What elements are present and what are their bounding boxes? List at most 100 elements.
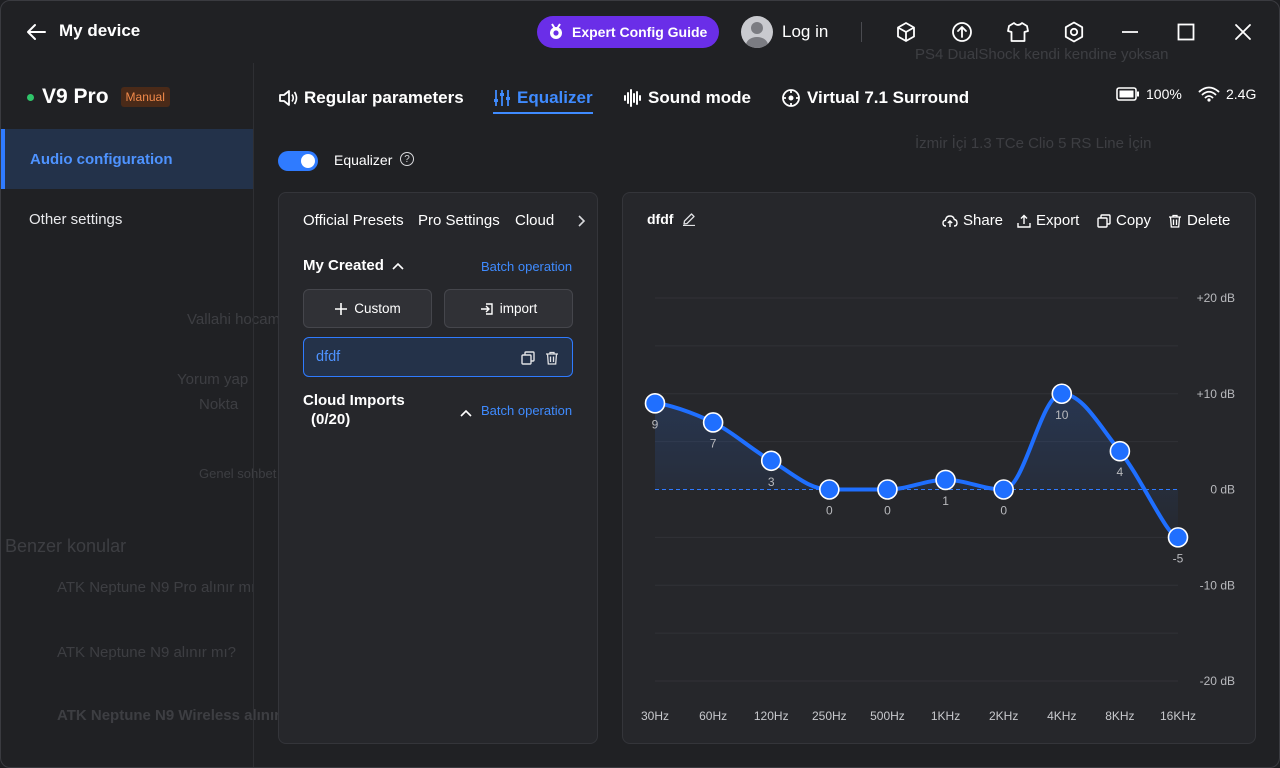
copy-label: Copy	[1116, 212, 1152, 229]
battery-status: 100%	[1116, 86, 1182, 102]
share-label: Share	[963, 212, 1004, 229]
import-button[interactable]: import	[444, 289, 573, 328]
tab-cloud[interactable]: Cloud	[515, 212, 555, 229]
ghost-text: İzmir İçi 1.3 TCe Clio 5 RS Line İçin	[915, 135, 1152, 152]
frequency-label: 1KHz	[931, 709, 960, 723]
my-created-header[interactable]: My Created	[303, 257, 404, 274]
equalizer-toggle[interactable]	[278, 151, 318, 171]
y-tick-label: +20 dB	[1197, 291, 1235, 305]
import-label: import	[499, 301, 538, 316]
chevron-up-icon	[392, 262, 404, 270]
cloud-imports-title: Cloud Imports (0/20)	[303, 391, 405, 429]
export-button[interactable]: Export	[1017, 212, 1079, 229]
cloud-collapse-button[interactable]	[460, 404, 472, 422]
minimize-icon	[1122, 31, 1138, 33]
sidebar-item-audio-configuration[interactable]: Audio configuration	[1, 129, 253, 189]
eq-band-handle[interactable]	[1051, 383, 1073, 405]
minimize-button[interactable]	[1115, 17, 1145, 47]
frequency-label: 4KHz	[1047, 709, 1076, 723]
arrow-left-icon	[27, 24, 46, 40]
eq-band-handle[interactable]	[935, 469, 956, 491]
close-button[interactable]	[1228, 17, 1258, 47]
cloud-batch-operation-link[interactable]: Batch operation	[481, 403, 573, 418]
tab-regular-parameters[interactable]: Regular parameters	[278, 86, 464, 110]
battery-level: 100%	[1146, 86, 1182, 102]
back-button[interactable]	[23, 19, 49, 45]
settings-button[interactable]	[1059, 17, 1089, 47]
frequency-label: 60Hz	[699, 709, 727, 723]
equalizer-toggle-label: Equalizer	[334, 152, 393, 168]
ghost-text: Yorum yap	[177, 371, 249, 388]
eq-band-handle[interactable]	[760, 450, 782, 472]
login-label: Log in	[782, 22, 829, 41]
eq-band-value: 4	[1117, 465, 1124, 479]
trash-icon	[1169, 214, 1181, 228]
gear-icon	[1064, 21, 1084, 43]
delete-label: Delete	[1187, 212, 1231, 229]
speaker-icon	[279, 90, 298, 106]
delete-preset-button[interactable]	[544, 350, 560, 366]
frequency-label: 8KHz	[1105, 709, 1134, 723]
tshirt-icon	[1007, 22, 1029, 42]
wifi-icon	[1198, 86, 1220, 102]
user-icon	[746, 22, 768, 48]
upgrade-button[interactable]	[947, 17, 977, 47]
edit-icon[interactable]	[682, 212, 696, 226]
tab-equalizer[interactable]: Equalizer	[493, 86, 593, 114]
sidebar-item-label: Audio configuration	[30, 150, 173, 168]
eq-band-handle[interactable]	[993, 479, 1014, 500]
tab-official-presets[interactable]: Official Presets	[303, 212, 404, 229]
eq-band-value: 3	[768, 475, 775, 489]
eq-band-value: 0	[826, 504, 833, 518]
delete-button[interactable]: Delete	[1168, 212, 1230, 229]
chevron-up-icon	[460, 409, 472, 417]
custom-button[interactable]: Custom	[303, 289, 432, 328]
tabs-next-button[interactable]	[569, 211, 593, 231]
eq-preset-title: dfdf	[647, 211, 696, 227]
export-icon	[1017, 214, 1031, 228]
eq-band-handle[interactable]	[1167, 527, 1189, 548]
copy-preset-button[interactable]	[520, 350, 536, 366]
eq-band-value: 9	[652, 417, 659, 431]
share-button[interactable]: Share	[942, 212, 1003, 229]
box-button[interactable]	[891, 17, 921, 47]
import-icon	[480, 302, 493, 315]
tab-label: Sound mode	[648, 88, 751, 107]
maximize-button[interactable]	[1171, 17, 1201, 47]
eq-band-handle[interactable]	[644, 393, 666, 414]
eq-band-value: 7	[710, 436, 717, 450]
eq-band-value: 10	[1055, 408, 1069, 422]
copy-icon	[521, 351, 535, 365]
tab-virtual-surround[interactable]: Virtual 7.1 Surround	[781, 86, 969, 110]
page-title: My device	[59, 21, 141, 40]
ghost-text: Nokta	[199, 396, 239, 413]
frequency-label: 500Hz	[870, 709, 905, 723]
avatar	[741, 16, 773, 48]
skin-button[interactable]	[1003, 17, 1033, 47]
sidebar-item-other-settings[interactable]: Other settings	[1, 189, 253, 249]
wifi-band: 2.4G	[1226, 86, 1257, 102]
eq-band-handle[interactable]	[1109, 440, 1131, 462]
eq-band-handle[interactable]	[702, 412, 724, 433]
tab-sound-mode[interactable]: Sound mode	[624, 86, 751, 110]
y-tick-label: 0 dB	[1210, 483, 1235, 497]
expert-guide-button[interactable]: Expert Config Guide	[537, 16, 720, 48]
ghost-text: ATK Neptune N9 Pro alınır mı	[57, 579, 256, 596]
ghost-text: Benzer konular	[5, 536, 127, 556]
preset-item[interactable]: dfdf	[303, 337, 573, 377]
ghost-text: ATK Neptune N9 alınır mı?	[57, 644, 236, 661]
wifi-status: 2.4G	[1198, 86, 1256, 102]
chevron-right-icon	[578, 215, 586, 227]
login-button[interactable]: Log in	[741, 15, 828, 49]
tab-pro-settings[interactable]: Pro Settings	[418, 212, 500, 229]
frequency-label: 30Hz	[641, 709, 669, 723]
sidebar-item-label: Other settings	[29, 210, 123, 228]
eq-band-handle[interactable]	[877, 479, 898, 500]
ghost-text: ATK Neptune N9 Wireless alınır mı	[57, 707, 302, 724]
help-icon[interactable]: ?	[400, 152, 414, 166]
batch-operation-link[interactable]: Batch operation	[481, 259, 573, 274]
copy-button[interactable]: Copy	[1097, 212, 1151, 229]
eq-band-handle[interactable]	[819, 479, 840, 500]
plus-icon	[335, 302, 348, 315]
